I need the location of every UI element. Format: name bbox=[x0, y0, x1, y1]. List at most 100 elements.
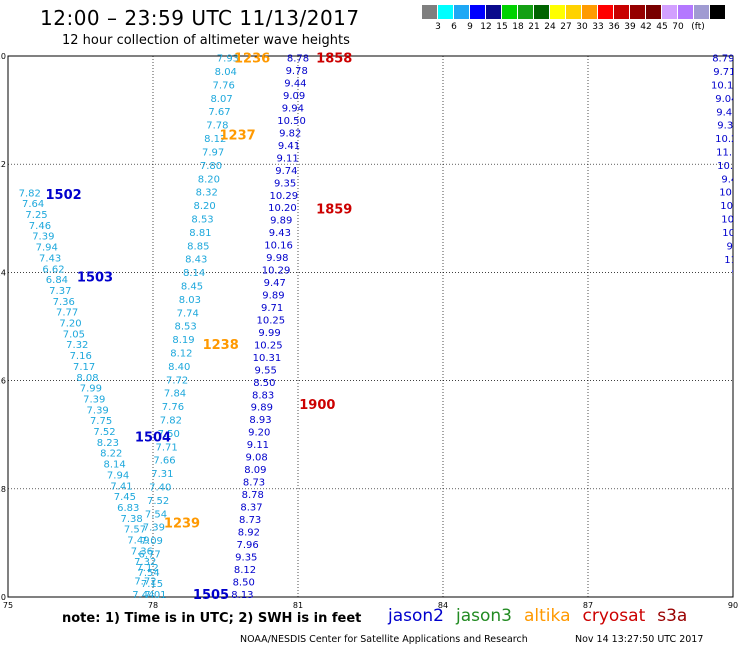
swh-value-label: 9.99 bbox=[258, 328, 280, 339]
swh-value-label: 8.13 bbox=[231, 590, 253, 601]
swh-value-label: 10.29 bbox=[269, 191, 298, 202]
swh-value-label: 7.94 bbox=[107, 470, 129, 481]
swh-value-label: 7.94 bbox=[36, 243, 58, 254]
swh-value-label: 9.89 bbox=[251, 403, 273, 414]
swh-value-label: 7.71 bbox=[155, 442, 177, 453]
swh-value-label: 9.74 bbox=[275, 166, 297, 177]
swh-value-label: 9.68 bbox=[726, 241, 740, 252]
swh-value-label: 7.74 bbox=[177, 308, 199, 319]
swh-value-label: 7.39 bbox=[87, 405, 109, 416]
swh-value-label: 10.50 bbox=[277, 116, 306, 127]
swh-value-label: 10.49 bbox=[720, 201, 740, 212]
credit-text: NOAA/NESDIS Center for Satellite Applica… bbox=[240, 634, 528, 645]
swh-value-label: 8.73 bbox=[243, 478, 265, 489]
color-legend: 3 6 9 12 15 18 21 24 27 30 33 36 39 42 45 70 (ft) bbox=[422, 5, 740, 37]
legend-swatch bbox=[566, 5, 581, 19]
swh-value-label: 9.11 bbox=[247, 440, 269, 451]
legend-tick-label: 30 bbox=[576, 22, 588, 32]
legend-swatch bbox=[438, 5, 453, 19]
swh-value-label: 7.76 bbox=[162, 402, 184, 413]
legend-tick-label: 39 bbox=[624, 22, 636, 32]
legend-unit-label: (ft) bbox=[691, 22, 705, 32]
swh-value-label: 8.23 bbox=[97, 438, 119, 449]
legend-swatch bbox=[694, 5, 709, 19]
legend-tick-label: 24 bbox=[544, 22, 556, 32]
swh-value-label: 7.43 bbox=[39, 253, 61, 264]
swh-value-label: 7.25 bbox=[25, 210, 47, 221]
swh-value-label: 7.80 bbox=[200, 161, 222, 172]
swh-value-label: 9.98 bbox=[266, 253, 288, 264]
swh-value-label: 6.83 bbox=[117, 503, 139, 514]
page-title: 12:00 – 23:59 UTC 11/13/2017 bbox=[40, 6, 360, 30]
swh-value-label: 10.31 bbox=[253, 353, 282, 364]
swh-value-label: 10.28 bbox=[715, 134, 740, 145]
swh-value-label: 6.62 bbox=[42, 264, 64, 275]
swh-value-label: 8.43 bbox=[185, 255, 207, 266]
swh-value-label: 7.45 bbox=[114, 492, 136, 503]
swh-value-label: 8.45 bbox=[181, 281, 203, 292]
swh-value-label: 8.22 bbox=[100, 449, 122, 460]
swh-value-label: 8.53 bbox=[191, 214, 213, 225]
legend-swatch bbox=[614, 5, 629, 19]
swh-value-label: 8.14 bbox=[183, 268, 205, 279]
swh-value-label: 10.25 bbox=[254, 340, 283, 351]
swh-value-label: 7.38 bbox=[121, 514, 143, 525]
lon-tick-label: 81 bbox=[293, 601, 303, 610]
lat-tick-label: -18 bbox=[0, 485, 6, 494]
legend-swatch bbox=[598, 5, 613, 19]
swh-value-label: 8.53 bbox=[174, 322, 196, 333]
satellite-label-altika: altika bbox=[524, 606, 571, 626]
swh-value-label: 7.17 bbox=[73, 362, 95, 373]
swh-value-label: 7.54 bbox=[137, 568, 159, 579]
swh-value-label: 10.38 bbox=[721, 215, 740, 226]
lon-tick-label: 75 bbox=[3, 601, 13, 610]
legend-tick-label: 33 bbox=[592, 22, 604, 32]
swh-value-label: 7.01 bbox=[144, 590, 166, 601]
lat-tick-label: -12 bbox=[0, 160, 6, 169]
swh-value-label: 10. bbox=[734, 295, 740, 306]
swh-value-label: 8.20 bbox=[198, 174, 220, 185]
swh-value-label: 11.11 bbox=[724, 255, 740, 266]
swh-value-label: 9.20 bbox=[248, 428, 270, 439]
lon-tick-label: 78 bbox=[148, 601, 158, 610]
legend-swatch bbox=[518, 5, 533, 19]
swh-value-label: 9.78 bbox=[286, 66, 308, 77]
legend-swatch bbox=[710, 5, 725, 19]
swh-value-label: 7.39 bbox=[143, 523, 165, 534]
swh-value-label: 7.37 bbox=[49, 286, 71, 297]
swh-value-label: 9.44 bbox=[284, 79, 306, 90]
swh-value-label: 7.36 bbox=[131, 546, 153, 557]
swh-value-label: 8.32 bbox=[196, 188, 218, 199]
lat-tick-label: -14 bbox=[0, 268, 6, 277]
swh-value-label: 7.16 bbox=[70, 351, 92, 362]
swh-value-label: 7.31 bbox=[151, 469, 173, 480]
swh-value-label: 10.18 bbox=[711, 80, 740, 91]
legend-swatch bbox=[678, 5, 693, 19]
swh-value-label: 9.4 bbox=[732, 268, 740, 279]
pass-time-label: 1900 bbox=[299, 398, 335, 413]
swh-value-label: 8.73 bbox=[239, 515, 261, 526]
pass-time-label: 1236 bbox=[234, 52, 270, 67]
swh-value-label: 9.94 bbox=[282, 103, 304, 114]
swh-value-label: 8.40 bbox=[168, 362, 190, 373]
swh-value-label: 9.32 bbox=[717, 121, 739, 132]
swh-value-label: 9.89 bbox=[270, 216, 292, 227]
swh-value-label: 7.32 bbox=[66, 340, 88, 351]
satellite-label-s3a: s3a bbox=[657, 606, 688, 626]
swh-value-label: 9.35 bbox=[235, 552, 257, 563]
legend-tick-label: 42 bbox=[640, 22, 652, 32]
swh-value-label: 9.71 bbox=[261, 303, 283, 314]
swh-value-label: 7.44 bbox=[132, 590, 154, 601]
legend-swatch bbox=[486, 5, 501, 19]
swh-value-label: 7.54 bbox=[145, 509, 167, 520]
swh-value-label: 7.72 bbox=[166, 375, 188, 386]
units-note: note: 1) Time is in UTC; 2) SWH is in fe… bbox=[62, 611, 362, 626]
swh-value-label: 8.81 bbox=[189, 228, 211, 239]
swh-value-label: 8.12 bbox=[170, 348, 192, 359]
generation-timestamp: Nov 14 13:27:50 UTC 2017 bbox=[575, 634, 704, 645]
swh-value-label: 7.50 bbox=[158, 429, 180, 440]
swh-value-label: 8.19 bbox=[172, 335, 194, 346]
swh-value-label: 7.75 bbox=[90, 416, 112, 427]
satellite-label-jason2: jason2 bbox=[388, 606, 444, 626]
pass-time-label: 1505 bbox=[193, 588, 229, 603]
